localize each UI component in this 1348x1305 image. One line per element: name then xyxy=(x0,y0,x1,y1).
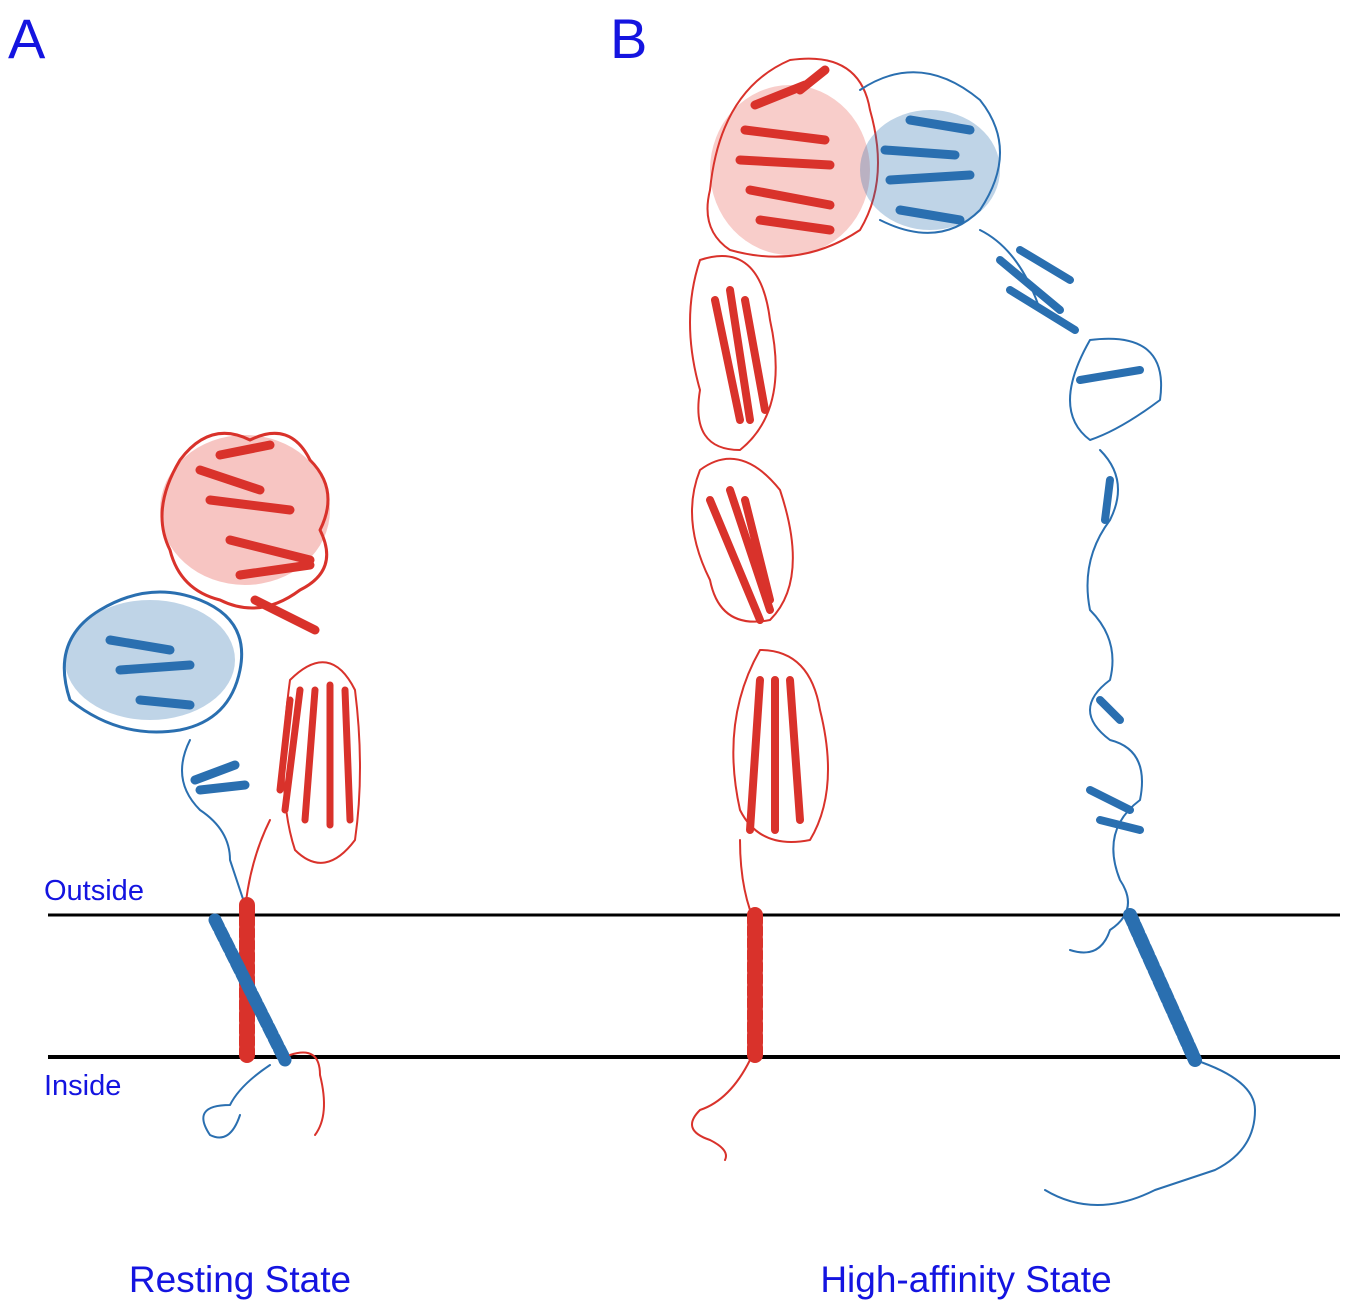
panel-label: A xyxy=(8,7,46,70)
resting-structure xyxy=(62,431,361,1139)
panel-label: B xyxy=(610,7,647,70)
panel-caption: High-affinity State xyxy=(820,1259,1111,1300)
high-affinity-structure xyxy=(689,57,1256,1206)
inside-label: Inside xyxy=(44,1070,121,1102)
outside-label: Outside xyxy=(44,875,144,907)
panel-caption: Resting State xyxy=(129,1259,351,1300)
